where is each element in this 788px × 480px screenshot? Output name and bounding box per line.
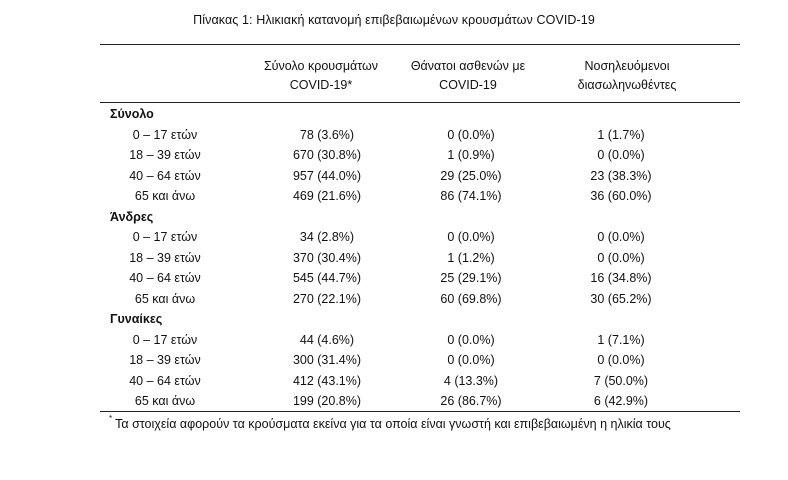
cases-cell: 469 (21.6%) bbox=[292, 189, 362, 203]
deaths-cell: 1 (1.2%) bbox=[447, 250, 495, 265]
group-row: Σύνολο bbox=[100, 104, 740, 125]
group-row: Άνδρες bbox=[100, 207, 740, 228]
cases-cell: 412 (43.1%) bbox=[292, 373, 362, 388]
table-row: 18 – 39 ετών 370 (30.4%) 1 (1.2%) 0 (0.0%) bbox=[100, 248, 740, 269]
age-cell: 0 – 17 ετών bbox=[132, 127, 198, 142]
table-row: 0 – 17 ετών 34 (2.8%) 0 (0.0%) 0 (0.0%) bbox=[100, 227, 740, 248]
group-row: Γυναίκες bbox=[100, 309, 740, 330]
intubated-cell: 0 (0.0%) bbox=[597, 353, 645, 367]
deaths-cell: 29 (25.0%) bbox=[440, 168, 502, 183]
header-cases: Σύνολο κρουσμάτων COVID-19* bbox=[241, 57, 401, 95]
deaths-cell: 26 (86.7%) bbox=[440, 394, 502, 408]
group-label: Σύνολο bbox=[110, 107, 154, 121]
cases-cell: 78 (3.6%) bbox=[299, 127, 355, 142]
table-row: 65 και άνω 469 (21.6%) 86 (74.1%) 36 (60.0%… bbox=[100, 186, 740, 207]
table-row: 18 – 39 ετών 300 (31.4%) 0 (0.0%) 0 (0.0%) bbox=[100, 350, 740, 371]
table-row: 0 – 17 ετών 78 (3.6%) 0 (0.0%) 1 (1.7%) bbox=[100, 125, 740, 146]
age-cell: 0 – 17 ετών bbox=[132, 230, 198, 244]
header-intubated-line2: διασωληνωθέντες bbox=[577, 78, 677, 92]
deaths-cell: 60 (69.8%) bbox=[440, 291, 502, 306]
intubated-cell: 6 (42.9%) bbox=[593, 394, 649, 408]
age-cell: 40 – 64 ετών bbox=[129, 271, 201, 285]
cases-cell: 670 (30.8%) bbox=[292, 148, 362, 162]
intubated-cell: 1 (1.7%) bbox=[597, 127, 645, 142]
header-deaths: Θάνατοι ασθενών με COVID-19 bbox=[388, 57, 548, 95]
header-intubated-line1: Νοσηλευόμενοι bbox=[584, 59, 670, 73]
cases-cell: 270 (22.1%) bbox=[292, 291, 362, 306]
intubated-cell: 0 (0.0%) bbox=[597, 148, 645, 162]
age-cell: 18 – 39 ετών bbox=[129, 148, 201, 162]
age-cell: 18 – 39 ετών bbox=[129, 353, 201, 367]
table-bottom-rule bbox=[100, 411, 740, 412]
deaths-cell: 25 (29.1%) bbox=[440, 271, 502, 285]
table-row: 65 και άνω 270 (22.1%) 60 (69.8%) 30 (65.2%… bbox=[100, 289, 740, 310]
age-cell: 65 και άνω bbox=[134, 291, 196, 306]
header-deaths-line2: COVID-19 bbox=[439, 78, 497, 92]
deaths-cell: 0 (0.0%) bbox=[447, 353, 495, 367]
age-cell: 65 και άνω bbox=[134, 189, 196, 203]
footnote-marker: * bbox=[109, 414, 113, 423]
deaths-cell: 86 (74.1%) bbox=[440, 189, 502, 203]
intubated-cell: 0 (0.0%) bbox=[597, 230, 645, 244]
table-title: Πίνακας 1: Ηλικιακή κατανομή επιβεβαιωμέ… bbox=[193, 13, 595, 27]
footnote: * Τα στοιχεία αφορούν τα κρούσματα εκείνα… bbox=[109, 414, 671, 432]
intubated-cell: 0 (0.0%) bbox=[597, 250, 645, 265]
table-row: 0 – 17 ετών 44 (4.6%) 0 (0.0%) 1 (7.1%) bbox=[100, 330, 740, 351]
cases-cell: 370 (30.4%) bbox=[292, 250, 362, 265]
table-row: 40 – 64 ετών 545 (44.7%) 25 (29.1%) 16 (34.… bbox=[100, 268, 740, 289]
table-row: 18 – 39 ετών 670 (30.8%) 1 (0.9%) 0 (0.0%) bbox=[100, 145, 740, 166]
header-cases-line1: Σύνολο κρουσμάτων bbox=[263, 59, 379, 73]
header-cases-line2: COVID-19* bbox=[289, 78, 353, 92]
deaths-cell: 0 (0.0%) bbox=[447, 230, 495, 244]
table-header-rule bbox=[100, 102, 740, 103]
intubated-cell: 23 (38.3%) bbox=[590, 168, 652, 183]
group-label: Άνδρες bbox=[110, 209, 154, 224]
group-label: Γυναίκες bbox=[110, 312, 163, 326]
deaths-cell: 4 (13.3%) bbox=[443, 373, 499, 388]
table-top-rule bbox=[100, 44, 740, 45]
age-cell: 40 – 64 ετών bbox=[129, 168, 201, 183]
table-body: Σύνολο 0 – 17 ετών 78 (3.6%) 0 (0.0%) 1 (1.7… bbox=[100, 104, 740, 412]
header-deaths-line1: Θάνατοι ασθενών με bbox=[410, 59, 526, 73]
table-row: 65 και άνω 199 (20.8%) 26 (86.7%) 6 (42.9%) bbox=[100, 391, 740, 412]
age-cell: 65 και άνω bbox=[134, 394, 196, 408]
deaths-cell: 0 (0.0%) bbox=[447, 332, 495, 347]
intubated-cell: 7 (50.0%) bbox=[593, 373, 649, 388]
cases-cell: 300 (31.4%) bbox=[292, 353, 362, 367]
cases-cell: 957 (44.0%) bbox=[292, 168, 362, 183]
cases-cell: 34 (2.8%) bbox=[299, 230, 355, 244]
intubated-cell: 1 (7.1%) bbox=[597, 332, 645, 347]
cases-cell: 545 (44.7%) bbox=[292, 271, 362, 285]
intubated-cell: 30 (65.2%) bbox=[590, 291, 652, 306]
deaths-cell: 1 (0.9%) bbox=[447, 148, 495, 162]
footnote-text: Τα στοιχεία αφορούν τα κρούσματα εκείνα … bbox=[115, 417, 671, 432]
cases-cell: 199 (20.8%) bbox=[292, 394, 362, 408]
table-row: 40 – 64 ετών 957 (44.0%) 29 (25.0%) 23 (38.… bbox=[100, 166, 740, 187]
age-cell: 40 – 64 ετών bbox=[129, 373, 201, 388]
intubated-cell: 36 (60.0%) bbox=[590, 189, 652, 203]
intubated-cell: 16 (34.8%) bbox=[590, 271, 652, 285]
table-row: 40 – 64 ετών 412 (43.1%) 4 (13.3%) 7 (50.0%… bbox=[100, 371, 740, 392]
deaths-cell: 0 (0.0%) bbox=[447, 127, 495, 142]
age-cell: 18 – 39 ετών bbox=[129, 250, 201, 265]
header-intubated: Νοσηλευόμενοι διασωληνωθέντες bbox=[547, 57, 707, 95]
cases-cell: 44 (4.6%) bbox=[299, 332, 355, 347]
age-cell: 0 – 17 ετών bbox=[132, 332, 198, 347]
